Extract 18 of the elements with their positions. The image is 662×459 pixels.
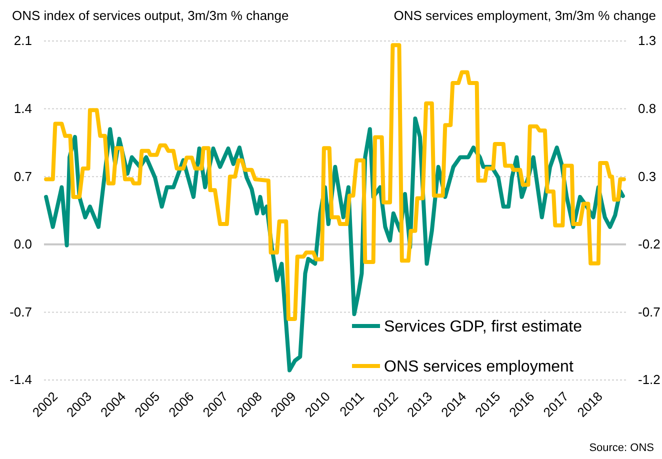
legend-label: Services GDP, first estimate: [384, 318, 582, 336]
y-tick-label: -0.7: [10, 304, 32, 320]
y-tick-label: 2.1: [14, 33, 32, 48]
y2-tick-label: 1.3: [638, 33, 656, 48]
line-series: [44, 43, 626, 321]
y-tick-label: 0.0: [14, 236, 32, 252]
y-tick-label: 0.7: [14, 168, 32, 184]
y-tick-label: 1.4: [14, 100, 32, 116]
y-axis-title: ONS index of services output, 3m/3m % change: [12, 8, 289, 23]
y2-tick-label: -0.7: [638, 304, 660, 320]
y2-tick-label: 0.3: [638, 168, 656, 184]
y-tick-label: -1.4: [10, 372, 32, 388]
y2-tick-label: -1.2: [638, 372, 660, 388]
source-note: Source: ONS: [589, 442, 654, 454]
legend-label: ONS services employment: [384, 358, 574, 376]
y2-tick-label: -0.2: [638, 236, 660, 252]
y2-axis-title: ONS services employment, 3m/3m % change: [394, 8, 656, 23]
y2-tick-label: 0.8: [638, 100, 656, 116]
